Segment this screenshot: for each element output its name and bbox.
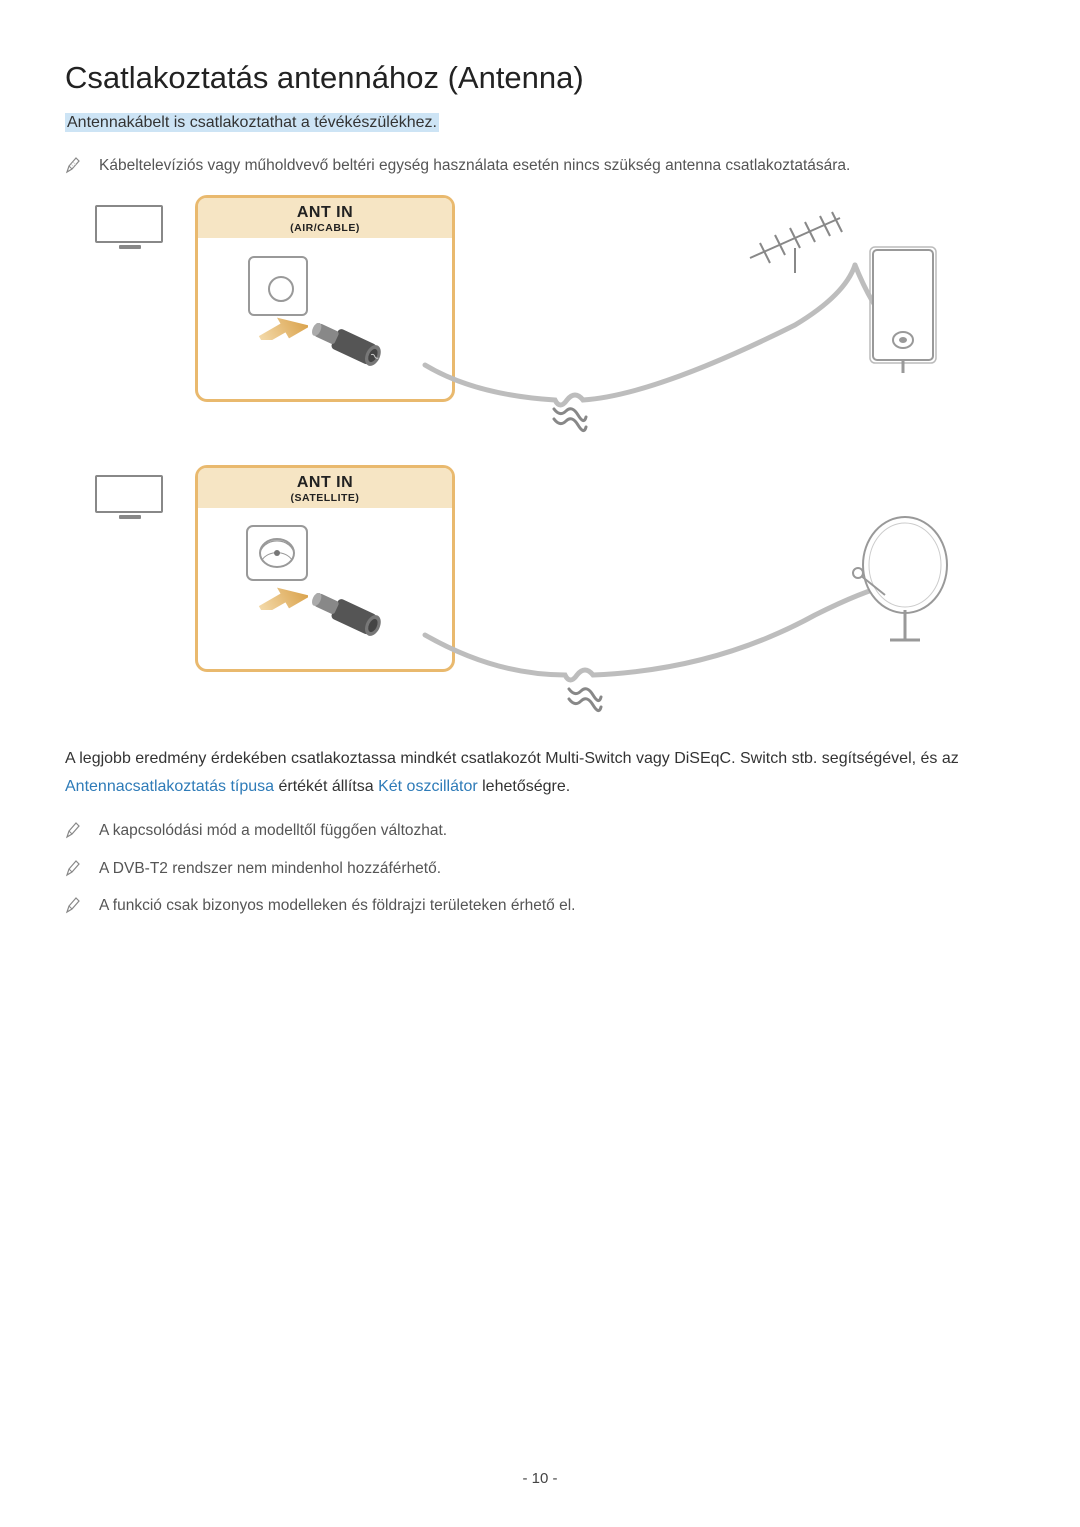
subtitle-wrap: Antennakábelt is csatlakoztathat a tévék…: [65, 114, 1015, 132]
cable-break-icon: [565, 685, 605, 713]
pencil-icon: [65, 156, 81, 174]
document-page: Csatlakoztatás antennához (Antenna) Ante…: [0, 0, 1080, 971]
note-row: A funkció csak bizonyos modelleken és fö…: [65, 894, 1015, 917]
satellite-dish-icon: [845, 515, 955, 645]
ant-in-sub: (SATELLITE): [198, 492, 452, 504]
pencil-icon: [65, 821, 81, 839]
note-text: A DVB-T2 rendszer nem mindenhol hozzáfér…: [99, 857, 441, 880]
note-row: A kapcsolódási mód a modelltől függően v…: [65, 819, 1015, 842]
link-antenna-type[interactable]: Antennacsatlakoztatás típusa: [65, 778, 274, 795]
page-number: - 10 -: [0, 1470, 1080, 1487]
ant-in-title: ANT IN: [198, 474, 452, 492]
pencil-icon: [65, 859, 81, 877]
diagram-air-cable: ANT IN (AIR/CABLE): [95, 195, 1015, 705]
link-dual-oscillator[interactable]: Két oszcillátor: [378, 778, 478, 795]
tv-icon: [95, 475, 165, 519]
top-note-row: Kábeltelevíziós vagy műholdvevő beltéri …: [65, 154, 1015, 177]
body-text-mid: értékét állítsa: [274, 778, 378, 795]
yagi-antenna-icon: [740, 203, 860, 273]
cable-break-icon: [550, 405, 590, 433]
top-note-text: Kábeltelevíziós vagy műholdvevő beltéri …: [99, 154, 850, 177]
coax-port-icon: [248, 256, 308, 316]
arrow-icon: [258, 316, 308, 340]
coax-connector-icon: [303, 593, 393, 637]
page-subtitle: Antennakábelt is csatlakoztathat a tévék…: [65, 113, 439, 132]
pencil-icon: [65, 896, 81, 914]
arrow-icon: [258, 586, 308, 610]
ant-in-box-satellite: ANT IN (SATELLITE): [195, 465, 455, 672]
f-connector-port-icon: [243, 522, 313, 586]
body-text-pre: A legjobb eredmény érdekében csatlakozta…: [65, 750, 959, 767]
bottom-notes: A kapcsolódási mód a modelltől függően v…: [65, 819, 1015, 917]
note-row: A DVB-T2 rendszer nem mindenhol hozzáfér…: [65, 857, 1015, 880]
note-text: A kapcsolódási mód a modelltől függően v…: [99, 819, 447, 842]
note-text: A funkció csak bizonyos modelleken és fö…: [99, 894, 575, 917]
panel-antenna-icon: [865, 245, 945, 375]
ant-in-title: ANT IN: [198, 204, 452, 222]
tv-icon: [95, 205, 165, 249]
coax-connector-icon: [303, 323, 393, 367]
body-paragraph: A legjobb eredmény érdekében csatlakozta…: [65, 745, 1015, 801]
body-text-end: lehetőségre.: [478, 778, 571, 795]
ant-in-sub: (AIR/CABLE): [198, 222, 452, 234]
ant-in-box-air: ANT IN (AIR/CABLE): [195, 195, 455, 402]
page-title: Csatlakoztatás antennához (Antenna): [65, 60, 1015, 96]
